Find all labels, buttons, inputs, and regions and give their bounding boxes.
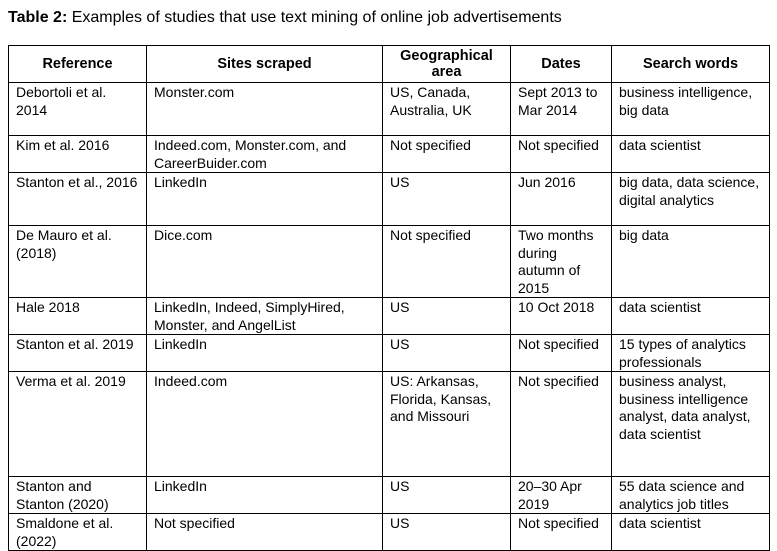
caption-text: Examples of studies that use text mining… [71,9,562,26]
table-cell: US: Arkansas, Florida, Kansas, and Misso… [382,371,511,477]
table-cell: US [382,297,511,335]
table-cell: Not specified [382,225,511,298]
table-cell: Not specified [510,513,612,551]
table-row: Stanton et al. 2019 LinkedIn US Not specifi… [8,334,770,372]
table-cell: Debortoli et al. 2014 [8,82,147,136]
table-cell: Not specified [510,334,612,372]
table-cell: Not specified [382,135,511,173]
table-row: Smaldone et al. (2022) Not specified US Not… [8,513,770,551]
table-cell: Verma et al. 2019 [8,371,147,477]
table-cell: Two months during autumn of 2015 [510,225,612,298]
table-row: De Mauro et al. (2018) Dice.com Not specif… [8,225,770,298]
table-cell: Stanton and Stanton (2020) [8,476,147,514]
table-cell: De Mauro et al. (2018) [8,225,147,298]
table-cell: LinkedIn [146,172,383,226]
header-row: Reference Sites scraped Geographical area D… [8,45,770,83]
table-row: Hale 2018 LinkedIn, Indeed, SimplyHired, … [8,297,770,335]
table-cell: business analyst, business intelligence … [611,371,770,477]
table-cell: US [382,476,511,514]
table-cell: Monster.com [146,82,383,136]
header-cell: Geographical area [382,45,511,83]
table-cell: Dice.com [146,225,383,298]
table-cell: Not specified [146,513,383,551]
table-cell: Stanton et al. 2019 [8,334,147,372]
header-cell: Search words [611,45,770,83]
table-cell: Smaldone et al. (2022) [8,513,147,551]
table-row: Stanton and Stanton (2020) LinkedIn US 20–3… [8,476,770,514]
table-cell: data scientist [611,513,770,551]
table-cell: 55 data science and analytics job titles [611,476,770,514]
table-cell: LinkedIn [146,476,383,514]
table-row: Stanton et al., 2016 LinkedIn US Jun 2016 bi… [8,172,770,226]
table-cell: US [382,513,511,551]
table-cell: Jun 2016 [510,172,612,226]
table-cell: Sept 2013 to Mar 2014 [510,82,612,136]
table-row: Debortoli et al. 2014 Monster.com US, Cana… [8,82,770,136]
table-cell: big data, data science, digital analytic… [611,172,770,226]
table-cell: data scientist [611,297,770,335]
table-cell: Indeed.com [146,371,383,477]
table-cell: LinkedIn, Indeed, SimplyHired, Monster, … [146,297,383,335]
table-cell: Not specified [510,135,612,173]
table: Reference Sites scraped Geographical area D… [8,45,770,551]
table-cell: 15 types of analytics professionals [611,334,770,372]
table-caption: Table 2: Examples of studies that use te… [8,9,562,27]
caption-label: Table 2: [8,9,68,26]
table-row: Kim et al. 2016 Indeed.com, Monster.com, … [8,135,770,173]
table-cell: Kim et al. 2016 [8,135,147,173]
table-cell: big data [611,225,770,298]
table-cell: Indeed.com, Monster.com, and CareerBuide… [146,135,383,173]
table-cell: 20–30 Apr 2019 [510,476,612,514]
header-cell: Sites scraped [146,45,383,83]
table-cell: Not specified [510,371,612,477]
table-cell: business intelligence, big data [611,82,770,136]
header-cell: Dates [510,45,612,83]
table-cell: LinkedIn [146,334,383,372]
table-cell: US, Canada, Australia, UK [382,82,511,136]
table-cell: 10 Oct 2018 [510,297,612,335]
table-row: Verma et al. 2019 Indeed.com US: Arkansas,… [8,371,770,477]
table-cell: Stanton et al., 2016 [8,172,147,226]
table-cell: Hale 2018 [8,297,147,335]
table-cell: data scientist [611,135,770,173]
table-cell: US [382,172,511,226]
header-cell: Reference [8,45,147,83]
table-cell: US [382,334,511,372]
